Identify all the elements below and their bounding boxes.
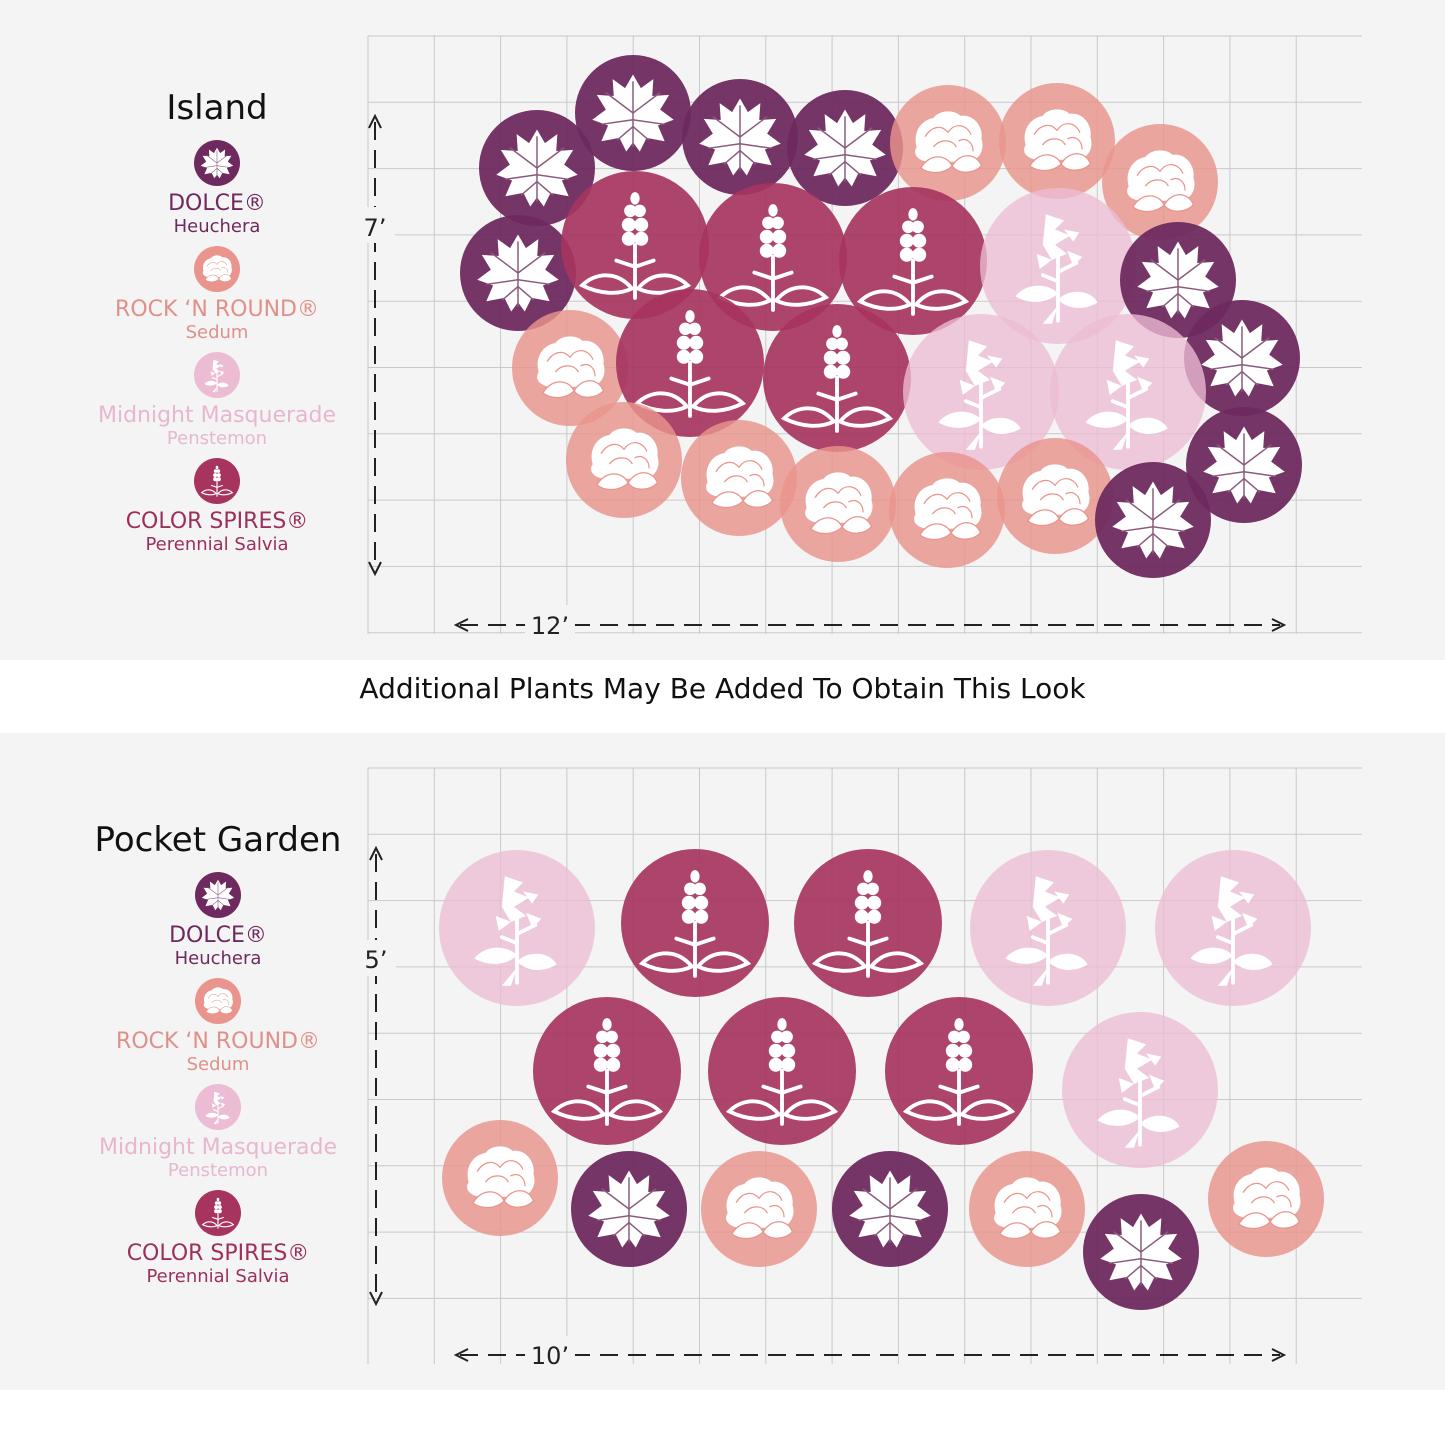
pocket-width-dimension: 10’ bbox=[453, 1336, 1287, 1372]
legend-subtitle: Heuchera bbox=[174, 948, 262, 969]
plant-color-spires-salvia bbox=[621, 849, 769, 997]
pocket-height-dimension: 5’ bbox=[356, 845, 396, 1307]
legend-name: ROCK ‘N ROUND® bbox=[116, 1029, 320, 1054]
island-legend: Island DOLCE® Heuchera ROCK ‘N ROUND® Sedum… bbox=[67, 88, 367, 564]
heuchera-leaf-icon bbox=[195, 872, 241, 918]
plant-dolce-heuchera bbox=[787, 90, 903, 206]
legend-item-color-spires-salvia: COLOR SPIRES® Perennial Salvia bbox=[67, 458, 367, 556]
legend-subtitle: Sedum bbox=[185, 322, 249, 343]
island-height-label: 7’ bbox=[364, 214, 387, 242]
plant-dolce-heuchera bbox=[1095, 462, 1211, 578]
pocket-garden-plants bbox=[439, 849, 1324, 1310]
plant-midnight-masquerade-penstemon bbox=[1050, 314, 1206, 470]
plant-dolce-heuchera bbox=[1083, 1194, 1199, 1310]
legend-subtitle: Sedum bbox=[186, 1054, 250, 1075]
plant-dolce-heuchera bbox=[1186, 407, 1302, 523]
legend-name: ROCK ‘N ROUND® bbox=[115, 297, 319, 322]
plant-dolce-heuchera bbox=[1120, 222, 1236, 338]
island-height-dimension: 7’ bbox=[355, 113, 395, 577]
legend-name: COLOR SPIRES® bbox=[126, 1241, 310, 1266]
plant-dolce-heuchera bbox=[460, 215, 576, 331]
plant-color-spires-salvia bbox=[533, 997, 681, 1145]
legend-subtitle: Heuchera bbox=[173, 216, 261, 237]
legend-subtitle: Perennial Salvia bbox=[146, 1266, 290, 1287]
legend-subtitle: Penstemon bbox=[166, 428, 268, 449]
plant-rock-n-round-sedum bbox=[566, 402, 682, 518]
pocket-garden-title: Pocket Garden bbox=[94, 820, 342, 860]
plant-color-spires-salvia bbox=[561, 171, 709, 319]
sedum-icon bbox=[195, 978, 241, 1024]
island-plants bbox=[460, 55, 1302, 578]
legend-subtitle: Perennial Salvia bbox=[145, 534, 289, 555]
salvia-icon bbox=[194, 458, 240, 504]
pocket-height-label: 5’ bbox=[365, 946, 388, 974]
island-width-label: 12’ bbox=[531, 612, 569, 640]
legend-item-dolce-heuchera: DOLCE® Heuchera bbox=[67, 140, 367, 238]
legend-subtitle: Penstemon bbox=[167, 1160, 269, 1181]
plant-dolce-heuchera bbox=[682, 79, 798, 195]
island-width-dimension: 12’ bbox=[453, 605, 1287, 641]
penstemon-icon bbox=[194, 352, 240, 398]
plant-rock-n-round-sedum bbox=[780, 446, 896, 562]
plant-dolce-heuchera bbox=[571, 1151, 687, 1267]
legend-name: DOLCE® bbox=[168, 191, 266, 216]
plant-rock-n-round-sedum bbox=[681, 420, 797, 536]
plant-color-spires-salvia bbox=[699, 183, 847, 331]
pocket-garden-legend: Pocket Garden DOLCE® Heuchera ROCK ‘N ROUN… bbox=[68, 820, 368, 1296]
legend-item-midnight-masquerade-penstemon: Midnight Masquerade Penstemon bbox=[67, 352, 367, 450]
island-title: Island bbox=[166, 88, 268, 128]
plant-rock-n-round-sedum bbox=[999, 83, 1115, 199]
plant-color-spires-salvia bbox=[763, 304, 911, 452]
plant-dolce-heuchera bbox=[479, 110, 595, 226]
plant-midnight-masquerade-penstemon bbox=[1062, 1012, 1218, 1168]
legend-item-midnight-masquerade-penstemon: Midnight Masquerade Penstemon bbox=[68, 1084, 368, 1182]
plant-dolce-heuchera bbox=[1184, 300, 1300, 416]
legend-name: COLOR SPIRES® bbox=[125, 509, 309, 534]
plant-rock-n-round-sedum bbox=[889, 452, 1005, 568]
plant-color-spires-salvia bbox=[794, 849, 942, 997]
plant-color-spires-salvia bbox=[885, 997, 1033, 1145]
plant-midnight-masquerade-penstemon bbox=[439, 850, 595, 1006]
legend-name: Midnight Masquerade bbox=[97, 403, 337, 428]
pocket-width-label: 10’ bbox=[531, 1342, 569, 1370]
plant-rock-n-round-sedum bbox=[1208, 1141, 1324, 1257]
plant-rock-n-round-sedum bbox=[1102, 124, 1218, 240]
plant-dolce-heuchera bbox=[832, 1151, 948, 1267]
salvia-icon bbox=[195, 1190, 241, 1236]
legend-item-dolce-heuchera: DOLCE® Heuchera bbox=[68, 872, 368, 970]
plant-color-spires-salvia bbox=[839, 187, 987, 335]
legend-item-rock-n-round-sedum: ROCK ‘N ROUND® Sedum bbox=[68, 978, 368, 1076]
sedum-icon bbox=[194, 246, 240, 292]
plant-dolce-heuchera bbox=[575, 55, 691, 171]
legend-name: DOLCE® bbox=[169, 923, 267, 948]
legend-item-rock-n-round-sedum: ROCK ‘N ROUND® Sedum bbox=[67, 246, 367, 344]
plant-color-spires-salvia bbox=[708, 997, 856, 1145]
plant-rock-n-round-sedum bbox=[701, 1151, 817, 1267]
plant-color-spires-salvia bbox=[616, 289, 764, 437]
plant-rock-n-round-sedum bbox=[890, 85, 1006, 201]
plant-rock-n-round-sedum bbox=[997, 438, 1113, 554]
heuchera-leaf-icon bbox=[194, 140, 240, 186]
plant-rock-n-round-sedum bbox=[442, 1120, 558, 1236]
plant-rock-n-round-sedum bbox=[512, 310, 628, 426]
plant-midnight-masquerade-penstemon bbox=[903, 314, 1059, 470]
plant-midnight-masquerade-penstemon bbox=[980, 188, 1136, 344]
legend-name: Midnight Masquerade bbox=[98, 1135, 338, 1160]
plant-midnight-masquerade-penstemon bbox=[970, 850, 1126, 1006]
penstemon-icon bbox=[195, 1084, 241, 1130]
legend-item-color-spires-salvia: COLOR SPIRES® Perennial Salvia bbox=[68, 1190, 368, 1288]
plant-rock-n-round-sedum bbox=[969, 1151, 1085, 1267]
plant-midnight-masquerade-penstemon bbox=[1155, 850, 1311, 1006]
additional-plants-note: Additional Plants May Be Added To Obtain… bbox=[359, 672, 1086, 705]
